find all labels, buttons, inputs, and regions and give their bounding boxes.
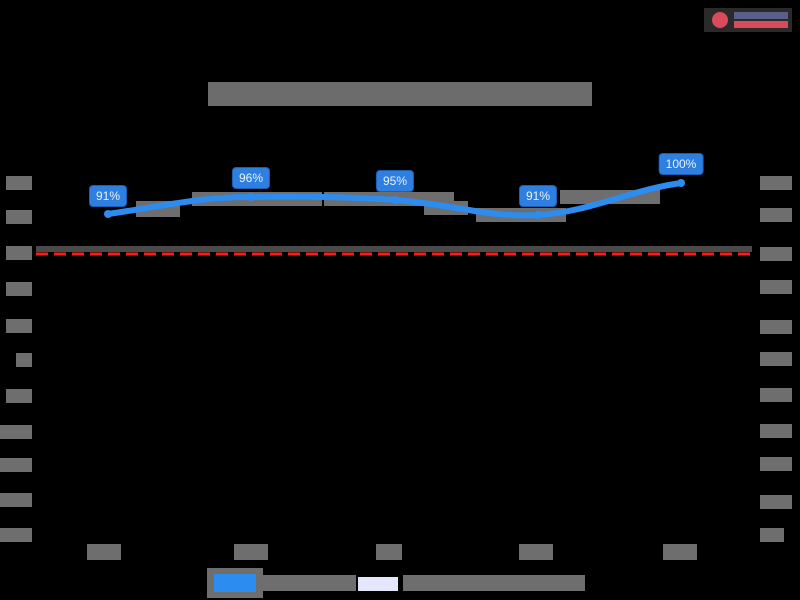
data-point[interactable] <box>677 179 685 187</box>
y-left-tick <box>0 493 32 507</box>
y-left-tick <box>6 210 32 224</box>
data-label: 100% <box>658 153 704 175</box>
legend-label-reference[interactable]: [redacted reference label] <box>403 575 585 591</box>
y-left-tick <box>16 353 32 367</box>
redaction-block <box>36 246 752 252</box>
data-label: 96% <box>231 167 271 189</box>
data-point[interactable] <box>104 210 112 218</box>
y-right-tick <box>760 352 792 366</box>
y-left-tick <box>0 458 32 472</box>
globe-icon <box>712 12 728 28</box>
x-tick <box>87 544 121 560</box>
y-right-tick <box>760 280 792 294</box>
data-point[interactable] <box>247 193 255 201</box>
data-label: 95% <box>375 170 415 192</box>
y-right-tick <box>760 528 784 542</box>
y-left-tick <box>6 389 32 403</box>
y-right-tick <box>760 176 792 190</box>
y-right-tick <box>760 495 792 509</box>
y-right-tick <box>760 208 792 222</box>
y-left-tick <box>6 246 32 260</box>
logo-text-top <box>734 12 788 19</box>
legend: [redacted series label] [redacted refere… <box>207 568 585 598</box>
chart-title: [redacted chart title] <box>208 82 592 106</box>
y-left-tick <box>6 176 32 190</box>
y-left-tick <box>6 319 32 333</box>
data-label: 91% <box>518 185 558 207</box>
y-right-tick <box>760 457 792 471</box>
y-left-tick <box>0 528 32 542</box>
data-label: 91% <box>88 185 128 207</box>
x-tick <box>663 544 697 560</box>
y-right-tick <box>760 247 792 261</box>
x-tick <box>519 544 553 560</box>
data-point[interactable] <box>391 196 399 204</box>
x-tick <box>234 544 268 560</box>
y-right-tick <box>760 424 792 438</box>
y-left-tick <box>6 282 32 296</box>
y-left-tick <box>0 425 32 439</box>
y-right-tick <box>760 388 792 402</box>
x-tick <box>376 544 402 560</box>
logo <box>704 8 792 32</box>
y-right-tick <box>760 320 792 334</box>
legend-swatch-reference[interactable] <box>357 576 399 592</box>
logo-text-bottom <box>734 21 788 28</box>
legend-swatch-series[interactable] <box>207 568 263 598</box>
legend-label-series[interactable]: [redacted series label] <box>263 575 356 591</box>
data-point[interactable] <box>534 211 542 219</box>
